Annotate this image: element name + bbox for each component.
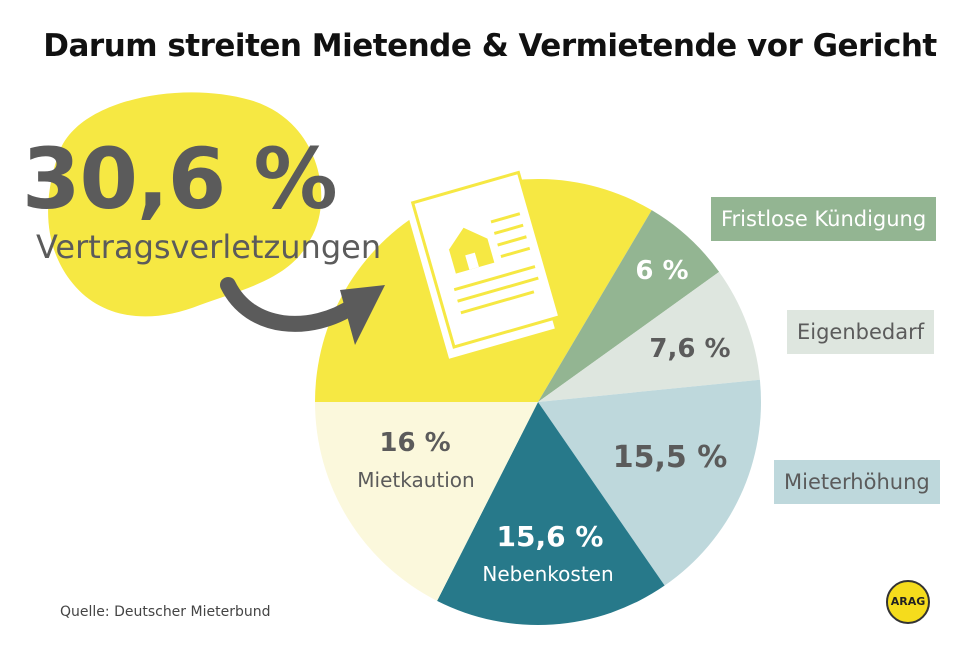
legend-fristlose-kuendigung: Fristlose Kündigung [711, 197, 937, 241]
highlight-label: Vertragsverletzungen [36, 228, 382, 266]
slice-name-mietkaution: Mietkaution [357, 468, 475, 492]
legend-mieterhoehung: Mieterhöhung [774, 460, 940, 504]
source-note: Quelle: Deutscher Mieterbund [60, 604, 271, 620]
highlight-blob [48, 92, 322, 317]
pie-slice-fristlose-k-ndigung [538, 210, 720, 402]
arrow-icon [220, 277, 363, 332]
data-label-nebenkosten: 15,6 % [496, 520, 604, 553]
data-label-mietkaution: 16 % [379, 428, 451, 458]
slice-name-nebenkosten: Nebenkosten [482, 562, 614, 586]
arrow-head-icon [340, 285, 385, 345]
pie-slice-mieterh-hung [538, 379, 761, 586]
data-label-fristlose: 6 % [635, 256, 689, 286]
highlight-value: 30,6 % [22, 130, 338, 228]
pie-slice-eigenbedarf [538, 271, 760, 402]
data-label-mieterhoehung: 15,5 % [612, 440, 728, 475]
legend-eigenbedarf: Eigenbedarf [787, 310, 935, 354]
pie-slice-mietkaution [315, 402, 538, 601]
data-label-eigenbedarf: 7,6 % [649, 334, 731, 364]
arag-logo: ARAG [886, 580, 930, 624]
pie-slice-nebenkosten [437, 402, 665, 625]
contract-document-icon [407, 170, 562, 359]
chart-title: Darum streiten Mietende & Vermietende vo… [43, 28, 937, 64]
